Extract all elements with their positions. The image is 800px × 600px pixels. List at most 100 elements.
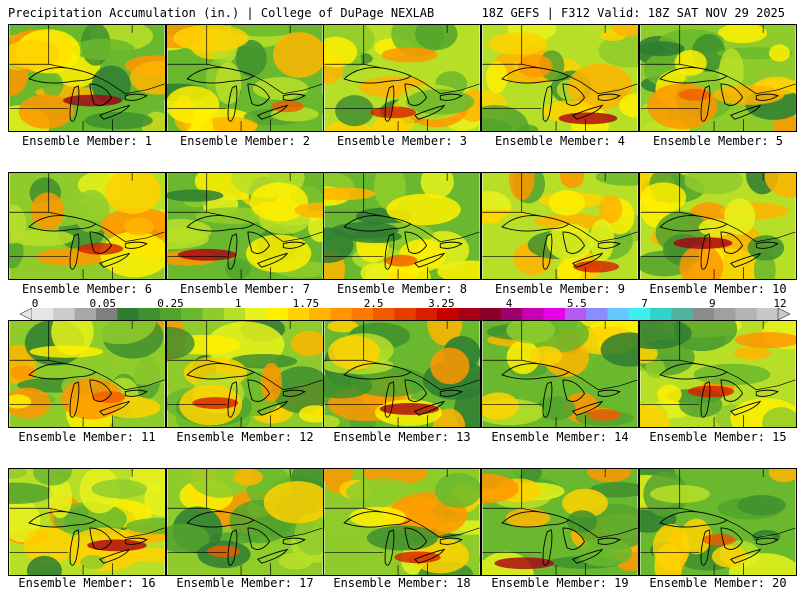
colorbar-swatch (692, 308, 715, 320)
ensemble-member-label: Ensemble Member: 20 (649, 576, 787, 590)
lake-outline (89, 231, 113, 254)
colorbar-swatch (309, 308, 331, 320)
lake-outline (247, 379, 271, 402)
precip-contour (23, 527, 74, 565)
colorbar-swatch (564, 308, 587, 320)
precip-contour (167, 523, 210, 554)
lake-outline (700, 381, 711, 418)
lake-outline (729, 548, 762, 564)
precip-map (8, 468, 166, 576)
ensemble-member-label: Ensemble Member: 13 (333, 430, 471, 444)
precip-contour (366, 525, 439, 551)
colorbar-swatch (458, 308, 481, 320)
precip-contour (640, 404, 670, 427)
precip-contour (229, 353, 298, 369)
lake-outline (542, 85, 553, 122)
precip-contour (482, 118, 512, 131)
lake-outline (89, 527, 113, 550)
precip-contour (9, 394, 32, 409)
precip-contour (358, 541, 381, 571)
lake-outline (720, 231, 744, 254)
lake-outline (439, 537, 463, 545)
lake-outline (597, 537, 621, 545)
ensemble-member-label: Ensemble Member: 2 (179, 134, 311, 148)
precip-contour (406, 89, 475, 115)
lake-outline (89, 83, 113, 106)
lake-outline (384, 233, 395, 270)
precip-contour (167, 326, 195, 360)
precip-contour (26, 555, 62, 575)
heavy-precip-band (206, 545, 241, 558)
precip-contour (517, 124, 539, 131)
ensemble-panel (166, 24, 326, 132)
colorbar-swatch (32, 308, 54, 320)
heavy-precip-band (271, 100, 304, 113)
ensemble-member-label: Ensemble Member: 18 (333, 576, 471, 590)
precip-contour (717, 25, 767, 44)
ensemble-member-label: Ensemble Member: 17 (176, 576, 314, 590)
lake-outline (227, 233, 238, 270)
lake-outline (413, 252, 446, 268)
state-border (253, 519, 323, 539)
heavy-precip-band (370, 106, 416, 119)
lake-outline (256, 548, 289, 564)
colorbar-tick-label: 0.05 (89, 297, 116, 310)
precip-map (639, 320, 797, 428)
lake-outline (413, 104, 446, 120)
ensemble-panel (639, 468, 799, 576)
precip-contour (91, 479, 147, 499)
precip-contour (657, 384, 682, 405)
lake-outline (413, 548, 446, 564)
heavy-precip-band (678, 88, 711, 101)
precip-contour (768, 469, 796, 483)
colorbar-swatch (650, 308, 672, 320)
precip-contour (434, 472, 480, 508)
precip-contour (506, 321, 556, 344)
colorbar-swatch (287, 308, 310, 320)
heavy-precip-band (494, 557, 554, 570)
precip-contour (486, 61, 508, 94)
precip-contour (224, 258, 251, 279)
lake-outline (562, 527, 586, 550)
precip-contour (684, 173, 744, 195)
colorbar-swatch (138, 308, 161, 320)
heavy-precip-band (379, 403, 440, 415)
precip-contour (505, 508, 550, 528)
precip-contour (245, 234, 312, 273)
colorbar-swatch (53, 308, 76, 320)
heavy-precip-band (77, 242, 124, 255)
state-border (324, 211, 384, 217)
lake-outline (98, 104, 131, 120)
lake-outline (404, 231, 428, 254)
ensemble-member-label: Ensemble Member: 15 (649, 430, 787, 444)
lake-outline (597, 93, 621, 101)
lake-outline (343, 363, 412, 380)
precip-contour (586, 469, 632, 482)
state-border (167, 211, 227, 217)
lake-outline (700, 85, 711, 122)
precip-contour (113, 548, 165, 562)
precip-contour (9, 204, 27, 244)
state-border (95, 75, 165, 95)
precip-contour (233, 469, 263, 486)
precip-contour (9, 469, 27, 479)
colorbar-swatch (373, 308, 395, 320)
precip-map (8, 172, 166, 280)
precip-map (166, 468, 324, 576)
precip-map (481, 468, 639, 576)
precip-contour (272, 32, 323, 78)
precip-contour (349, 506, 407, 528)
lake-outline (247, 83, 271, 106)
ensemble-member-label: Ensemble Member: 5 (652, 134, 784, 148)
precip-contour (640, 321, 692, 350)
colorbar-swatch (245, 308, 267, 320)
state-border (640, 63, 700, 69)
heavy-precip-band (63, 94, 122, 107)
heavy-precip-band (87, 539, 147, 552)
precip-contour (768, 44, 790, 62)
precip-contour (488, 32, 548, 55)
colorbar (20, 308, 790, 320)
precip-contour (308, 210, 323, 243)
precip-map (481, 172, 639, 280)
lake-outline (69, 85, 80, 122)
